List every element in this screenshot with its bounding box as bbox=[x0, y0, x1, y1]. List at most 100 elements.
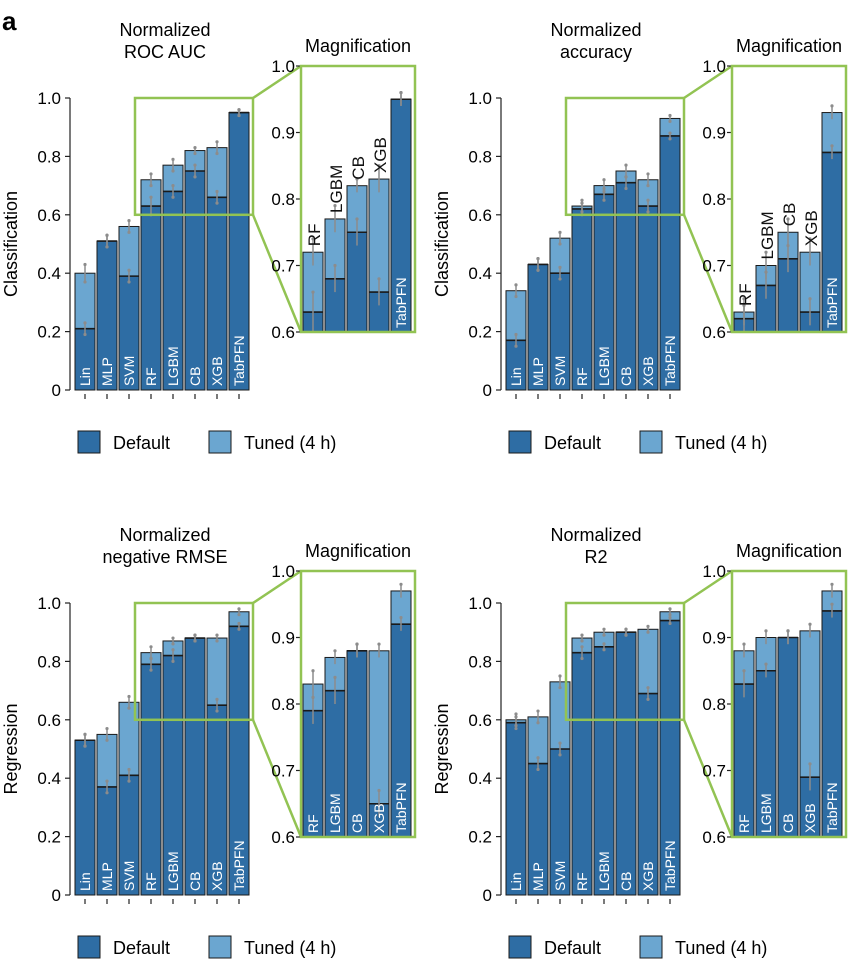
inset-error-bar-end bbox=[808, 237, 812, 241]
x-category-label: RF bbox=[143, 367, 159, 386]
magnification-frame bbox=[133, 96, 255, 217]
bar-default bbox=[74, 739, 96, 896]
legend-label-default: Default bbox=[544, 938, 601, 958]
x-category-label: SVM bbox=[121, 861, 137, 891]
x-category-label: MLP bbox=[99, 357, 115, 386]
error-bar-end bbox=[171, 659, 175, 663]
chart-title-line: ROC AUC bbox=[124, 42, 206, 62]
x-category-label: RF bbox=[143, 872, 159, 891]
chart-title-line: negative RMSE bbox=[102, 547, 227, 567]
x-category-label: SVM bbox=[121, 356, 137, 386]
error-bar-end bbox=[536, 709, 540, 713]
inset-y-tick-label: 0.9 bbox=[271, 629, 295, 648]
error-bar-end bbox=[105, 245, 109, 249]
magnification-frame bbox=[564, 601, 686, 722]
error-bar-end bbox=[602, 648, 606, 652]
x-category-label: TabPFN bbox=[662, 335, 678, 386]
error-bar-end bbox=[83, 332, 87, 337]
error-bar-end bbox=[149, 172, 153, 176]
error-bar-end bbox=[668, 119, 672, 123]
x-category-label: Lin bbox=[77, 367, 93, 386]
inset-bar-default bbox=[346, 231, 368, 333]
magnification-connector bbox=[683, 64, 733, 100]
error-bar-end bbox=[558, 686, 562, 690]
x-category-label: CB bbox=[618, 872, 634, 891]
x-category-label: XGB bbox=[209, 861, 225, 891]
error-bar-end bbox=[646, 630, 650, 634]
inset-category-label: XGB bbox=[371, 803, 387, 833]
y-tick-label: 0 bbox=[52, 381, 61, 400]
inset-y-tick-label: 1.0 bbox=[702, 57, 726, 76]
inset-title: Magnification bbox=[736, 541, 842, 561]
error-bar-end bbox=[536, 721, 540, 725]
error-bar-end bbox=[215, 140, 219, 144]
chart-title-line: R2 bbox=[584, 547, 607, 567]
inset-category-label: LGBM bbox=[758, 793, 774, 833]
inset-y-tick-label: 1.0 bbox=[702, 562, 726, 581]
inset-error-bar-end bbox=[764, 250, 768, 254]
chart-title-line: Normalized bbox=[550, 525, 641, 545]
error-bar-end bbox=[193, 146, 197, 150]
error-bar-end bbox=[127, 280, 131, 284]
error-bar-end bbox=[215, 151, 219, 156]
legend-swatch-tuned bbox=[639, 935, 663, 959]
y-tick-label: 1.0 bbox=[468, 89, 492, 108]
x-category-label: MLP bbox=[530, 862, 546, 891]
error-bar-end bbox=[514, 726, 518, 731]
error-bar-end bbox=[149, 195, 153, 199]
x-category-label: LGBM bbox=[596, 346, 612, 386]
y-tick-label: 0.6 bbox=[468, 206, 492, 225]
inset-frame bbox=[299, 569, 417, 839]
inset-error-bar-end bbox=[311, 290, 315, 294]
bar-default bbox=[505, 722, 527, 896]
error-bar-end bbox=[536, 268, 540, 272]
inset-error-bar-end bbox=[399, 91, 403, 95]
error-bar-end bbox=[215, 633, 219, 637]
x-category-label: MLP bbox=[99, 862, 115, 891]
inset-y-tick-label: 0.8 bbox=[702, 190, 726, 209]
error-bar-end bbox=[602, 633, 606, 637]
bar-default bbox=[615, 631, 637, 896]
error-bar-end bbox=[646, 686, 650, 690]
error-bar-end bbox=[149, 668, 153, 672]
inset-error-bar-end bbox=[742, 297, 746, 301]
error-bar-end bbox=[602, 627, 606, 631]
inset-category-label: LGBM bbox=[327, 793, 343, 833]
error-bar-end bbox=[215, 697, 219, 701]
x-category-label: LGBM bbox=[165, 851, 181, 891]
y-tick-label: 0.6 bbox=[37, 711, 61, 730]
error-bar-end bbox=[127, 230, 131, 234]
x-category-label: LGBM bbox=[165, 346, 181, 386]
inset-error-bar-end bbox=[355, 177, 359, 181]
y-tick-label: 1.0 bbox=[37, 594, 61, 613]
error-bar-end bbox=[668, 137, 672, 141]
inset-error-bar-end bbox=[333, 263, 337, 268]
inset-title: Magnification bbox=[736, 36, 842, 56]
error-bar-end bbox=[193, 163, 197, 167]
legend-swatch-tuned bbox=[639, 430, 663, 454]
inset-error-bar-end bbox=[377, 788, 381, 793]
y-tick-label: 0.4 bbox=[468, 769, 492, 788]
error-bar-end bbox=[558, 265, 562, 269]
inset-error-bar-end bbox=[830, 602, 834, 606]
legend-swatch-default bbox=[77, 430, 101, 454]
y-tick-label: 0.2 bbox=[37, 323, 61, 342]
y-tick-label: 0 bbox=[52, 886, 61, 905]
error-bar-end bbox=[536, 257, 540, 261]
error-bar-end bbox=[646, 172, 650, 176]
legend-label-tuned: Tuned (4 h) bbox=[244, 938, 336, 958]
inset-error-bar-end bbox=[377, 277, 381, 281]
error-bar-end bbox=[171, 648, 175, 652]
inset-y-tick-label: 0.6 bbox=[271, 828, 295, 847]
inset-category-label: CB bbox=[349, 156, 368, 180]
error-bar-end bbox=[171, 157, 175, 161]
error-bar-end bbox=[171, 636, 175, 640]
x-category-label: MLP bbox=[530, 357, 546, 386]
error-bar-end bbox=[646, 198, 650, 202]
error-bar-end bbox=[668, 621, 672, 626]
magnification-connector bbox=[682, 214, 734, 333]
y-tick-label: 0.2 bbox=[468, 323, 492, 342]
y-tick-label: 1.0 bbox=[468, 594, 492, 613]
